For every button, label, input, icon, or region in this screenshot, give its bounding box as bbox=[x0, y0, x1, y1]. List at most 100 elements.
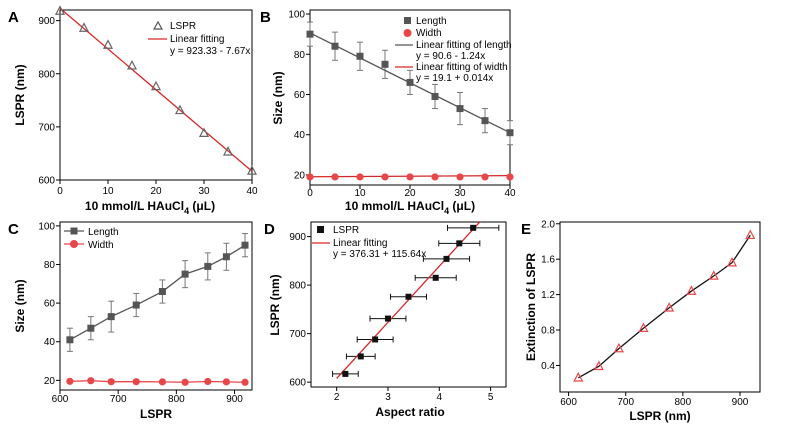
data-point-lspr bbox=[384, 315, 391, 322]
y-tick-label: 1.2 bbox=[541, 290, 555, 301]
x-tick-label: 20 bbox=[150, 186, 162, 197]
x-tick-label: 900 bbox=[226, 394, 243, 405]
data-point-lspr bbox=[470, 224, 477, 231]
legend-marker-width bbox=[403, 29, 412, 37]
y-tick-label: 40 bbox=[44, 337, 56, 348]
legend-label: Length bbox=[416, 16, 447, 27]
y-tick-label: 800 bbox=[38, 69, 55, 80]
data-point-length bbox=[132, 301, 140, 309]
legend-label: Length bbox=[88, 227, 119, 238]
data-point-width bbox=[181, 378, 189, 386]
x-tick-label: 3 bbox=[385, 392, 391, 403]
data-point-width bbox=[306, 173, 314, 181]
x-axis-title: 10 mmol/L HAuCl4 (μL) bbox=[345, 199, 475, 216]
y-tick-label: 80 bbox=[294, 50, 306, 61]
legend-label: y = 923.33 - 7.67x bbox=[170, 46, 250, 57]
data-point-lspr bbox=[198, 127, 210, 137]
panel-label: A bbox=[8, 9, 19, 26]
data-point-lspr bbox=[432, 274, 439, 281]
x-tick-label: 40 bbox=[504, 188, 516, 199]
data-point-lspr bbox=[174, 104, 186, 115]
panel-label: E bbox=[521, 221, 531, 238]
legend-label: Width bbox=[416, 28, 442, 39]
legend: LSPR Linear fitting y = 923.33 - 7.67x bbox=[148, 20, 250, 57]
data-point-extinction bbox=[745, 229, 756, 240]
data-point-width bbox=[158, 378, 166, 386]
data-point-extinction bbox=[573, 372, 584, 382]
y-tick-label: 900 bbox=[289, 232, 306, 243]
data-point-length bbox=[406, 78, 414, 86]
data-point-length bbox=[181, 270, 189, 278]
y-tick-label: 20 bbox=[44, 376, 56, 387]
data-point-lspr bbox=[456, 240, 463, 247]
x-tick-label: 5 bbox=[488, 392, 494, 403]
data-point-length bbox=[241, 241, 249, 249]
y-tick-label: 100 bbox=[288, 10, 305, 21]
data-point-extinction bbox=[664, 302, 675, 312]
data-point-extinction bbox=[593, 360, 604, 371]
data-point-length bbox=[306, 30, 314, 38]
legend-label: Width bbox=[88, 240, 114, 251]
legend-label: LSPR bbox=[333, 225, 359, 236]
legend-label: y = 19.1 + 0.014x bbox=[416, 73, 493, 84]
x-axis-title: LSPR bbox=[140, 407, 172, 421]
legend-label: Linear fitting of width bbox=[416, 62, 508, 73]
legend-label: y = 376.31 + 115.64x bbox=[333, 249, 426, 260]
plot-frame bbox=[310, 221, 507, 388]
plot-area bbox=[306, 13, 514, 189]
data-point-lspr bbox=[405, 293, 412, 300]
x-ticks: 0 10 20 30 40 bbox=[307, 188, 516, 199]
data-point-width bbox=[356, 173, 364, 181]
series-line-length bbox=[69, 244, 246, 341]
x-tick-label: 2 bbox=[334, 392, 340, 403]
y-ticks: 0.4 0.8 1.2 1.6 2.0 bbox=[541, 219, 555, 372]
data-point-width bbox=[222, 378, 230, 386]
data-point-length bbox=[222, 253, 230, 261]
y-tick-label: 2.0 bbox=[541, 219, 555, 230]
x-tick-label: 20 bbox=[404, 188, 416, 199]
y-tick-label: 60 bbox=[44, 299, 56, 310]
panel-a: A 0 10 20 30 40 600 700 800 900 10 mmol/… bbox=[8, 5, 258, 216]
data-point-lspr bbox=[54, 5, 66, 15]
plot-frame bbox=[309, 9, 511, 186]
panel-c: C 600 700 800 900 20 40 60 80 100 LSPR S… bbox=[8, 221, 253, 421]
y-ticks: 600 700 800 900 bbox=[38, 16, 55, 186]
y-tick-label: 20 bbox=[294, 170, 306, 181]
legend: Length Width bbox=[64, 227, 119, 251]
y-ticks: 20 40 60 80 100 bbox=[288, 10, 305, 182]
legend-label: Linear fitting bbox=[333, 238, 387, 249]
legend-marker-length bbox=[404, 17, 411, 24]
y-tick-label: 0.4 bbox=[541, 361, 555, 372]
data-point-lspr bbox=[78, 22, 90, 32]
data-point-width bbox=[204, 377, 212, 386]
x-tick-label: 800 bbox=[675, 397, 692, 408]
data-point-lspr bbox=[150, 80, 162, 91]
y-tick-label: 60 bbox=[294, 90, 306, 101]
data-point-width bbox=[241, 378, 249, 386]
x-ticks: 0 10 20 30 40 bbox=[57, 186, 258, 197]
x-axis-title: LSPR (nm) bbox=[629, 409, 690, 423]
data-point-lspr bbox=[342, 370, 349, 377]
panel-label: B bbox=[260, 9, 271, 26]
y-tick-label: 40 bbox=[294, 130, 306, 141]
legend-label: LSPR bbox=[170, 21, 196, 32]
panel-e: E 600 700 800 900 0.4 0.8 1.2 1.6 2.0 LS… bbox=[521, 219, 761, 423]
data-point-lspr bbox=[443, 255, 450, 262]
data-point-width bbox=[66, 377, 74, 385]
data-point-width bbox=[132, 378, 140, 386]
data-point-lspr bbox=[222, 146, 234, 156]
legend-label: Linear fitting bbox=[170, 34, 224, 45]
panel-label: C bbox=[8, 221, 19, 238]
legend-marker-lspr bbox=[152, 20, 164, 30]
data-point-length bbox=[331, 42, 339, 50]
data-point-extinction bbox=[613, 342, 624, 353]
x-tick-label: 0 bbox=[307, 188, 313, 199]
data-point-length bbox=[107, 313, 115, 321]
y-axis-title: LSPR (nm) bbox=[13, 64, 27, 125]
plot-frame bbox=[559, 221, 761, 393]
legend-label: Linear fitting of length bbox=[416, 40, 512, 51]
x-ticks: 600 700 800 900 bbox=[560, 397, 749, 408]
panel-label: D bbox=[264, 221, 275, 238]
data-point-extinction bbox=[708, 270, 719, 280]
x-axis-title: 10 mmol/L HAuCl4 (μL) bbox=[85, 199, 215, 216]
